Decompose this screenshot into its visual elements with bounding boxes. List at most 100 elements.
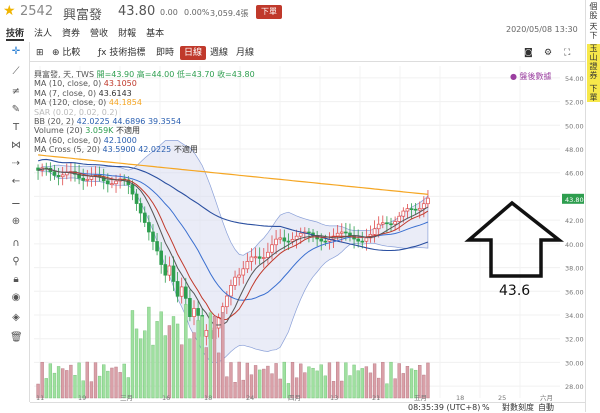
volume-bar — [200, 316, 204, 399]
volume-bar — [139, 338, 143, 399]
text-icon[interactable]: T — [12, 122, 20, 133]
ray-icon[interactable]: ≠ — [11, 86, 21, 97]
visibility-icon[interactable]: ◉ — [11, 292, 21, 303]
magnet-icon[interactable]: ∩ — [12, 238, 20, 249]
back-arrow-icon[interactable]: ← — [11, 176, 21, 187]
candle-body — [360, 240, 365, 243]
volume-bar — [389, 361, 393, 399]
tab-revenue[interactable]: 營收 — [90, 29, 109, 39]
last-price-tag — [562, 193, 584, 204]
date-axis-label: 19 — [78, 394, 86, 402]
monthly-button[interactable]: 月線 — [236, 48, 255, 58]
right-tab-stock[interactable]: 個股 — [589, 2, 598, 20]
price-chart[interactable]: 54.0052.0050.0048.0046.0044.0043.8042.00… — [0, 0, 585, 402]
pattern-icon[interactable]: ⋈ — [11, 140, 21, 151]
price-change: 0.00 — [160, 8, 178, 17]
weekly-button[interactable]: 週線 — [210, 48, 229, 58]
volume-bar — [331, 381, 336, 399]
price-axis-label: 42.00 — [565, 217, 584, 225]
volume-bar — [327, 362, 332, 399]
candle-body — [422, 203, 426, 209]
volume-bar — [249, 374, 254, 399]
candle-body — [401, 210, 406, 217]
legend-ma7-value: 43.6143 — [98, 88, 132, 98]
auto-scale-toggle[interactable]: 自動 — [538, 403, 554, 412]
order-button[interactable]: 下單 — [256, 5, 282, 19]
right-tab-tianxia[interactable]: 天下 — [589, 22, 598, 40]
lock-icon[interactable]: 🔒︎ — [13, 274, 19, 285]
watermark-label: ● 盤後數據 — [510, 72, 552, 81]
volume-bar — [196, 320, 200, 399]
up-arrow-annotation — [464, 200, 565, 278]
indicators-button[interactable]: ƒx 技術指標 — [98, 48, 146, 58]
legend-bb: BB (20, 2) 42.0225 44.6896 39.3554 — [34, 117, 255, 126]
add-symbol-icon[interactable]: ⊞ — [36, 48, 44, 58]
date-axis-label: 三月 — [120, 394, 133, 402]
prediction-icon[interactable]: ⇢ — [11, 158, 21, 169]
lock-drawing-icon[interactable]: ⚲ — [12, 256, 20, 267]
volume-bar — [385, 383, 389, 399]
volume-bar — [212, 316, 217, 399]
tab-margin[interactable]: 資券 — [62, 29, 81, 39]
tab-financials[interactable]: 財報 — [118, 29, 137, 39]
layers-icon[interactable]: ◈ — [12, 312, 20, 323]
volume-bar — [274, 363, 278, 399]
candle-body — [278, 237, 282, 240]
volume-bar — [303, 372, 307, 399]
tab-technical[interactable]: 技術 — [6, 26, 25, 41]
volume-bar — [245, 362, 250, 399]
compare-button[interactable]: ⊕ 比較 — [52, 48, 81, 58]
bollinger-band — [37, 139, 429, 364]
brush-icon[interactable]: ✎ — [11, 104, 21, 115]
info-tabs: 技術 法人 資券 營收 財報 基本 — [6, 26, 174, 41]
price-axis-label: 46.00 — [565, 170, 584, 178]
trendline-icon[interactable]: ⟋ — [12, 66, 20, 77]
volume-bar — [377, 377, 381, 399]
date-axis-label: 21 — [372, 394, 380, 402]
ruler-icon[interactable]: ⚊ — [11, 196, 21, 207]
legend-close: 收=43.80 — [217, 70, 255, 79]
volume-bar — [315, 370, 319, 399]
zoom-in-icon[interactable]: ⊕ — [11, 216, 21, 227]
right-tab-order[interactable]: 下單 — [587, 84, 600, 102]
candle-body — [167, 265, 172, 276]
date-axis-label: 18 — [204, 394, 212, 402]
price-axis-label: 38.00 — [565, 265, 584, 273]
fullscreen-icon[interactable]: ⛶ — [564, 48, 571, 58]
tab-basic[interactable]: 基本 — [146, 29, 165, 39]
legend-cross-v1: 43.5900 — [102, 145, 136, 155]
candle-body — [110, 183, 114, 186]
intraday-button[interactable]: 即時 — [156, 48, 175, 58]
candle-body — [36, 167, 40, 171]
candle-body — [307, 231, 311, 234]
volume-bar — [294, 377, 299, 399]
volume-bar — [171, 316, 176, 399]
tab-institutional[interactable]: 法人 — [34, 29, 53, 39]
favorite-star-icon[interactable]: ★ — [3, 3, 16, 19]
camera-icon[interactable]: ◙ — [524, 48, 533, 58]
percent-toggle[interactable]: % — [482, 403, 490, 412]
daily-button[interactable]: 日線 — [180, 46, 207, 60]
right-tab-esun[interactable]: 玉山證券 — [587, 44, 600, 84]
volume-bar — [48, 363, 53, 399]
crosshair-icon[interactable]: ✛ — [11, 46, 21, 57]
candle-body — [196, 308, 200, 316]
log-scale-toggle[interactable]: 對數刻度 — [502, 403, 534, 412]
candle-body — [171, 265, 176, 282]
volume-bar — [151, 344, 155, 399]
settings-icon[interactable]: ⚙ — [544, 48, 553, 58]
candle-body — [409, 208, 414, 211]
chart-toolbar: ⊞ ⊕ 比較 ƒx 技術指標 即時 日線 週線 月線 ◙ ⚙ ⛶ — [30, 44, 585, 62]
candle-body — [134, 193, 139, 204]
last-price: 43.80 — [118, 4, 156, 19]
volume-bar — [225, 376, 229, 399]
volume-bar — [175, 323, 180, 399]
candle-body — [417, 208, 422, 211]
annotation-price-label: 43.6 — [499, 283, 531, 299]
trash-icon[interactable]: 🗑︎ — [10, 332, 23, 343]
volume-bar — [401, 373, 405, 399]
trade-volume: 3,059.4張 — [210, 9, 249, 18]
legend-low: 低=43.70 — [176, 70, 215, 79]
volume-bar — [126, 377, 130, 399]
candle-body — [397, 215, 402, 222]
